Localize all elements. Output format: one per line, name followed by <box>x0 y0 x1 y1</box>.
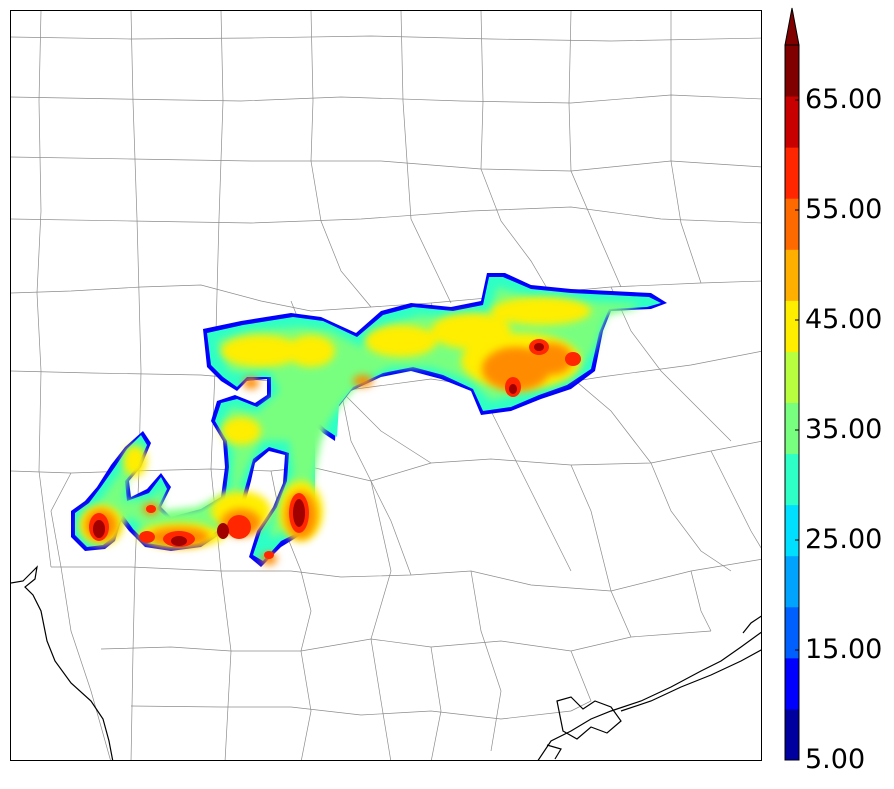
colorbar-segment <box>785 249 799 301</box>
colorbar-segment <box>785 45 799 97</box>
colorbar-segment <box>785 96 799 148</box>
colorbar-tick-label: 25.00 <box>805 524 883 555</box>
echo-intense <box>89 339 581 559</box>
colorbar-segment <box>785 351 799 403</box>
colorbar-tick-label: 45.00 <box>805 304 883 335</box>
colorbar-graphic <box>784 7 800 761</box>
echo-extreme <box>93 343 544 546</box>
colorbar-tick-label: 15.00 <box>805 634 883 665</box>
colorbar-segment <box>785 300 799 352</box>
reflectivity-field <box>71 273 667 567</box>
colorbar-tick-label: 55.00 <box>805 194 883 225</box>
colorbar-segment <box>785 402 799 455</box>
colorbar-tick-label: 65.00 <box>805 84 883 115</box>
colorbar-frame <box>784 44 800 761</box>
map-canvas <box>11 11 761 760</box>
map-panel <box>10 10 762 761</box>
colorbar-segment <box>785 504 799 557</box>
colorbar-segment <box>785 453 799 506</box>
echo-moderate <box>81 287 641 539</box>
coastline <box>11 565 761 760</box>
colorbar-segment <box>785 555 799 608</box>
colorbar-extend-arrow <box>784 7 800 46</box>
colorbar-segment <box>785 606 799 659</box>
colorbar-segment <box>785 198 799 250</box>
colorbar-segment <box>785 147 799 199</box>
colorbar <box>784 0 894 785</box>
colorbar-segment <box>785 657 799 710</box>
colorbar-tick-label: 5.00 <box>805 744 866 775</box>
colorbar-segment <box>785 708 799 761</box>
colorbar-tick-label: 35.00 <box>805 414 883 445</box>
county-boundaries <box>11 11 761 760</box>
